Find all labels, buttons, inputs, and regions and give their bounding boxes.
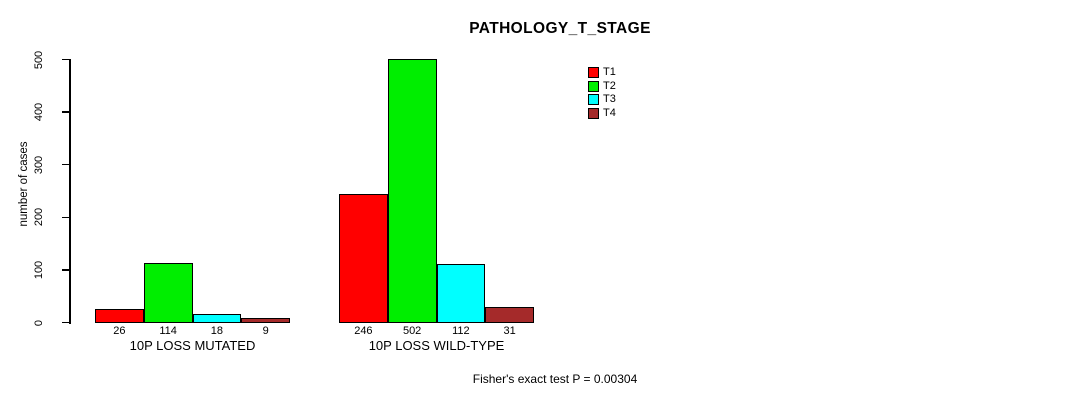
legend-label: T4 [603, 107, 616, 120]
legend-label: T3 [603, 93, 616, 106]
category-label: 10P LOSS MUTATED [129, 338, 256, 353]
legend-swatch [588, 67, 599, 78]
y-tick [62, 163, 69, 166]
legend-label: T1 [603, 66, 616, 78]
chart-title: PATHOLOGY_T_STAGE [469, 20, 651, 37]
y-axis-label: number of cases [18, 141, 30, 227]
bar [485, 307, 534, 323]
y-tick [62, 269, 69, 271]
y-tick [62, 321, 69, 324]
bar [339, 194, 388, 323]
bar-value-label: 31 [503, 325, 516, 337]
bar-value-label: 26 [113, 325, 126, 337]
legend-swatch [588, 80, 599, 92]
bar-value-label: 502 [402, 325, 422, 337]
bar-value-label: 246 [354, 325, 373, 337]
y-tick-label: 100 [33, 260, 45, 280]
y-tick [62, 111, 69, 113]
bar-value-label: 9 [262, 325, 269, 337]
legend-label: T2 [603, 79, 616, 92]
y-tick-label: 300 [33, 155, 45, 174]
footnote: Fisher's exact test P = 0.00304 [472, 372, 638, 386]
bar-value-label: 18 [210, 325, 223, 337]
y-tick-label: 0 [33, 319, 45, 326]
bar [241, 318, 290, 323]
bar [95, 309, 144, 323]
bar [437, 264, 485, 323]
bar-value-label: 114 [159, 325, 177, 337]
bar [193, 314, 241, 323]
bar [144, 263, 193, 323]
bar-value-label: 112 [452, 325, 470, 337]
y-tick-label: 400 [33, 102, 45, 122]
legend: T1 T2 T3 T4 [588, 67, 616, 120]
y-tick [62, 58, 69, 61]
legend-swatch [588, 108, 599, 120]
y-tick [62, 216, 69, 219]
legend-item: T1 [588, 67, 616, 78]
legend-item: T3 [588, 93, 616, 106]
category-label: 10P LOSS WILD-TYPE [368, 338, 505, 353]
y-tick-label: 500 [33, 50, 45, 69]
y-axis-line [69, 58, 71, 324]
legend-swatch [588, 94, 599, 106]
y-tick-label: 200 [33, 208, 45, 227]
bar [388, 59, 437, 323]
legend-item: T2 [588, 79, 616, 92]
legend-item: T4 [588, 107, 616, 120]
